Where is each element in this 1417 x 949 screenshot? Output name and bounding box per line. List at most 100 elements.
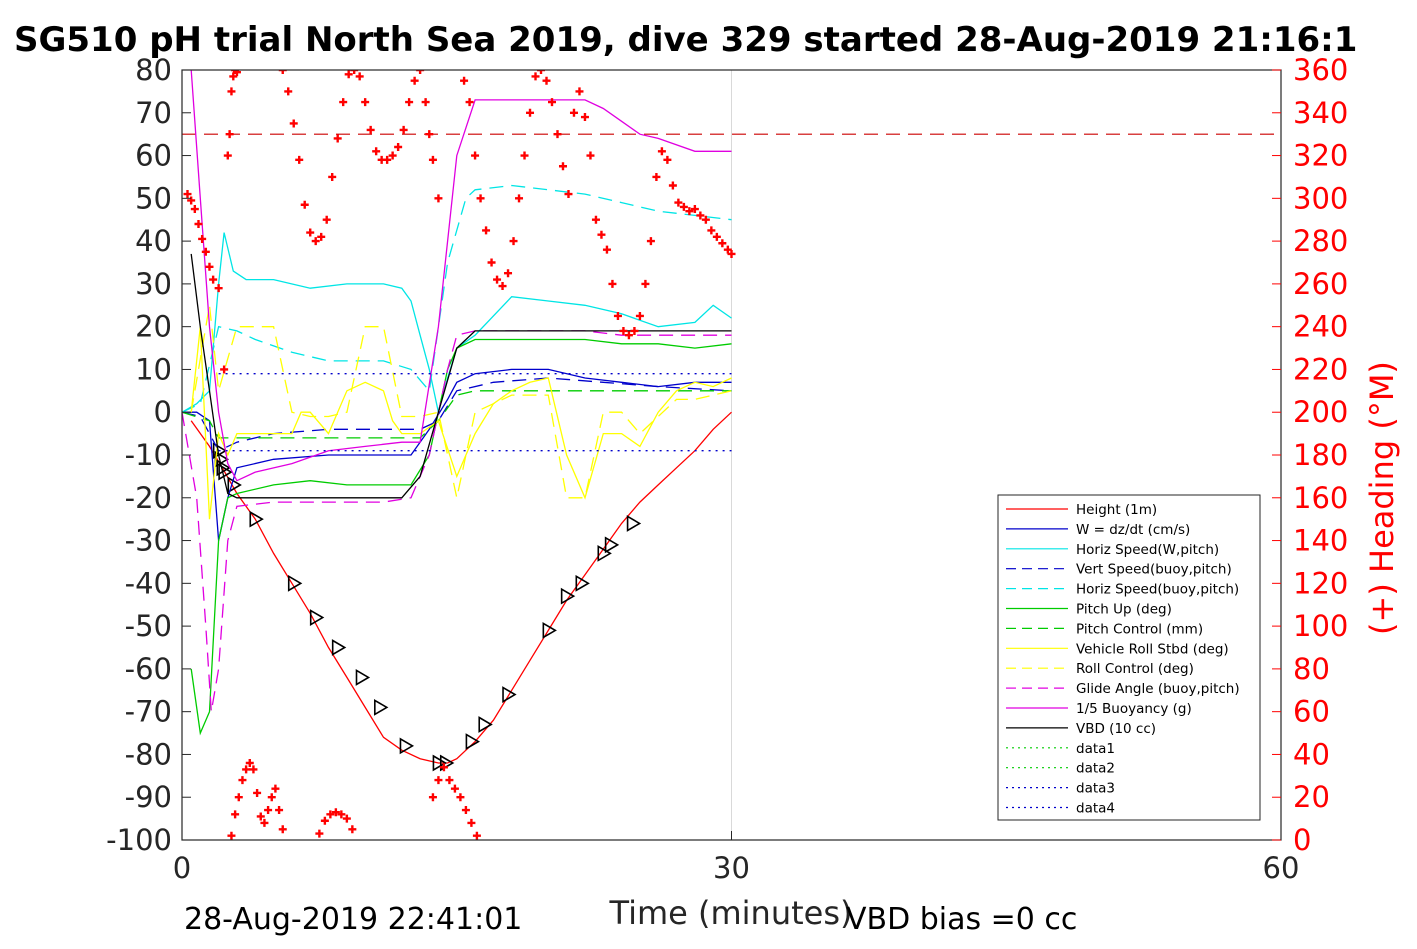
right-tick-label: 120: [1293, 566, 1348, 600]
heading-point: [223, 151, 232, 160]
heading-point: [467, 818, 476, 827]
heading-point: [723, 245, 732, 254]
glider-marker: [502, 686, 517, 703]
series-horiz-speed-w: [182, 232, 732, 413]
left-tick-label: -100: [106, 823, 172, 857]
glider-marker: [478, 716, 493, 733]
legend-entry: 1/5 Buoyancy (g): [1076, 701, 1192, 717]
heading-point: [646, 237, 655, 246]
heading-point: [421, 98, 430, 107]
heading-point: [355, 72, 364, 81]
right-tick-label: 240: [1293, 310, 1348, 344]
heading-point: [344, 70, 353, 79]
x-axis-label: Time (minutes): [609, 894, 853, 932]
heading-point: [613, 311, 622, 320]
heading-point: [553, 130, 562, 139]
left-tick-label: -60: [125, 652, 172, 686]
heading-point: [322, 215, 331, 224]
heading-point: [271, 784, 280, 793]
heading-point: [537, 70, 546, 74]
right-tick-label: 300: [1293, 181, 1348, 215]
heading-point: [253, 788, 262, 797]
heading-point: [366, 125, 375, 134]
heading-point: [690, 205, 699, 214]
heading-point: [718, 239, 727, 248]
glider-marker: [560, 587, 576, 605]
legend-entry: Glide Angle (buoy,pitch): [1076, 681, 1240, 697]
right-tick-label: 80: [1293, 652, 1330, 686]
series-buoyancy: [190, 70, 732, 482]
heading-point: [295, 155, 304, 164]
left-tick-label: 30: [135, 267, 172, 301]
heading-point: [350, 70, 359, 74]
heading-point: [520, 151, 529, 160]
heading-point: [194, 220, 203, 228]
heading-point: [245, 759, 254, 767]
heading-point: [342, 814, 351, 823]
heading-point: [526, 108, 535, 117]
right-tick-label: 140: [1293, 524, 1348, 558]
left-tick-label: 40: [135, 224, 172, 258]
heading-point: [278, 70, 287, 74]
legend-entry: Horiz Speed(buoy,pitch): [1076, 582, 1239, 598]
heading-point: [205, 262, 214, 271]
heading-point: [320, 816, 329, 825]
heading-point: [317, 232, 326, 241]
legend-entry: Pitch Control (mm): [1076, 621, 1203, 637]
heading-point: [238, 776, 247, 785]
left-tick-label: -40: [125, 566, 172, 600]
x-axis: 0 30 60: [173, 831, 1300, 885]
left-tick-label: -30: [125, 524, 172, 558]
heading-point: [394, 143, 403, 151]
heading-point: [229, 72, 238, 81]
x-tick-label: 60: [1263, 851, 1300, 885]
heading-point: [450, 784, 459, 793]
heading-point: [674, 198, 683, 207]
series-heading: [183, 70, 736, 374]
heading-point: [416, 70, 425, 74]
heading-point: [183, 190, 192, 199]
legend-entry: Height (1m): [1076, 502, 1157, 518]
heading-point: [547, 98, 556, 107]
heading-point: [456, 793, 465, 802]
plot-content: [182, 70, 1281, 840]
series-vert-speed-buoy: [182, 377, 732, 452]
glider-marker: [218, 463, 233, 481]
heading-point: [361, 98, 370, 107]
heading-point: [198, 234, 207, 243]
heading-point: [187, 196, 196, 205]
right-tick-label: 280: [1293, 224, 1348, 258]
heading-point: [428, 155, 437, 164]
glider-marker: [374, 698, 389, 716]
series-roll-control: [190, 305, 732, 499]
heading-point: [339, 98, 348, 107]
heading-point: [337, 810, 346, 819]
heading-point: [602, 245, 611, 254]
heading-point: [558, 162, 567, 171]
heading-point: [289, 119, 298, 128]
heading-point: [315, 829, 324, 838]
left-tick-label: 20: [135, 310, 172, 344]
glider-marker: [399, 737, 415, 755]
left-tick-label: 70: [135, 96, 172, 130]
legend-entry: Pitch Up (deg): [1076, 602, 1172, 618]
glider-marker: [465, 733, 480, 751]
heading-point: [383, 155, 392, 164]
heading-point: [388, 151, 397, 160]
left-tick-label: 10: [135, 352, 172, 386]
glider-marker: [227, 476, 242, 494]
right-tick-label: 160: [1293, 481, 1348, 515]
left-tick-label: 80: [135, 53, 172, 87]
legend-entry: Roll Control (deg): [1076, 661, 1194, 677]
heading-point: [328, 172, 337, 181]
heading-point: [201, 247, 210, 256]
right-y-axis: 3603403203002802602402202001801601401201…: [1272, 53, 1348, 857]
heading-point: [575, 87, 584, 96]
heading-point: [591, 215, 600, 224]
footer-vbd-bias: VBD bias =0 cc: [846, 902, 1077, 937]
heading-point: [504, 269, 513, 278]
heading-point: [597, 230, 606, 239]
right-axis-label: (+) Heading (°M): [1363, 361, 1401, 635]
glider-marker: [542, 621, 557, 639]
